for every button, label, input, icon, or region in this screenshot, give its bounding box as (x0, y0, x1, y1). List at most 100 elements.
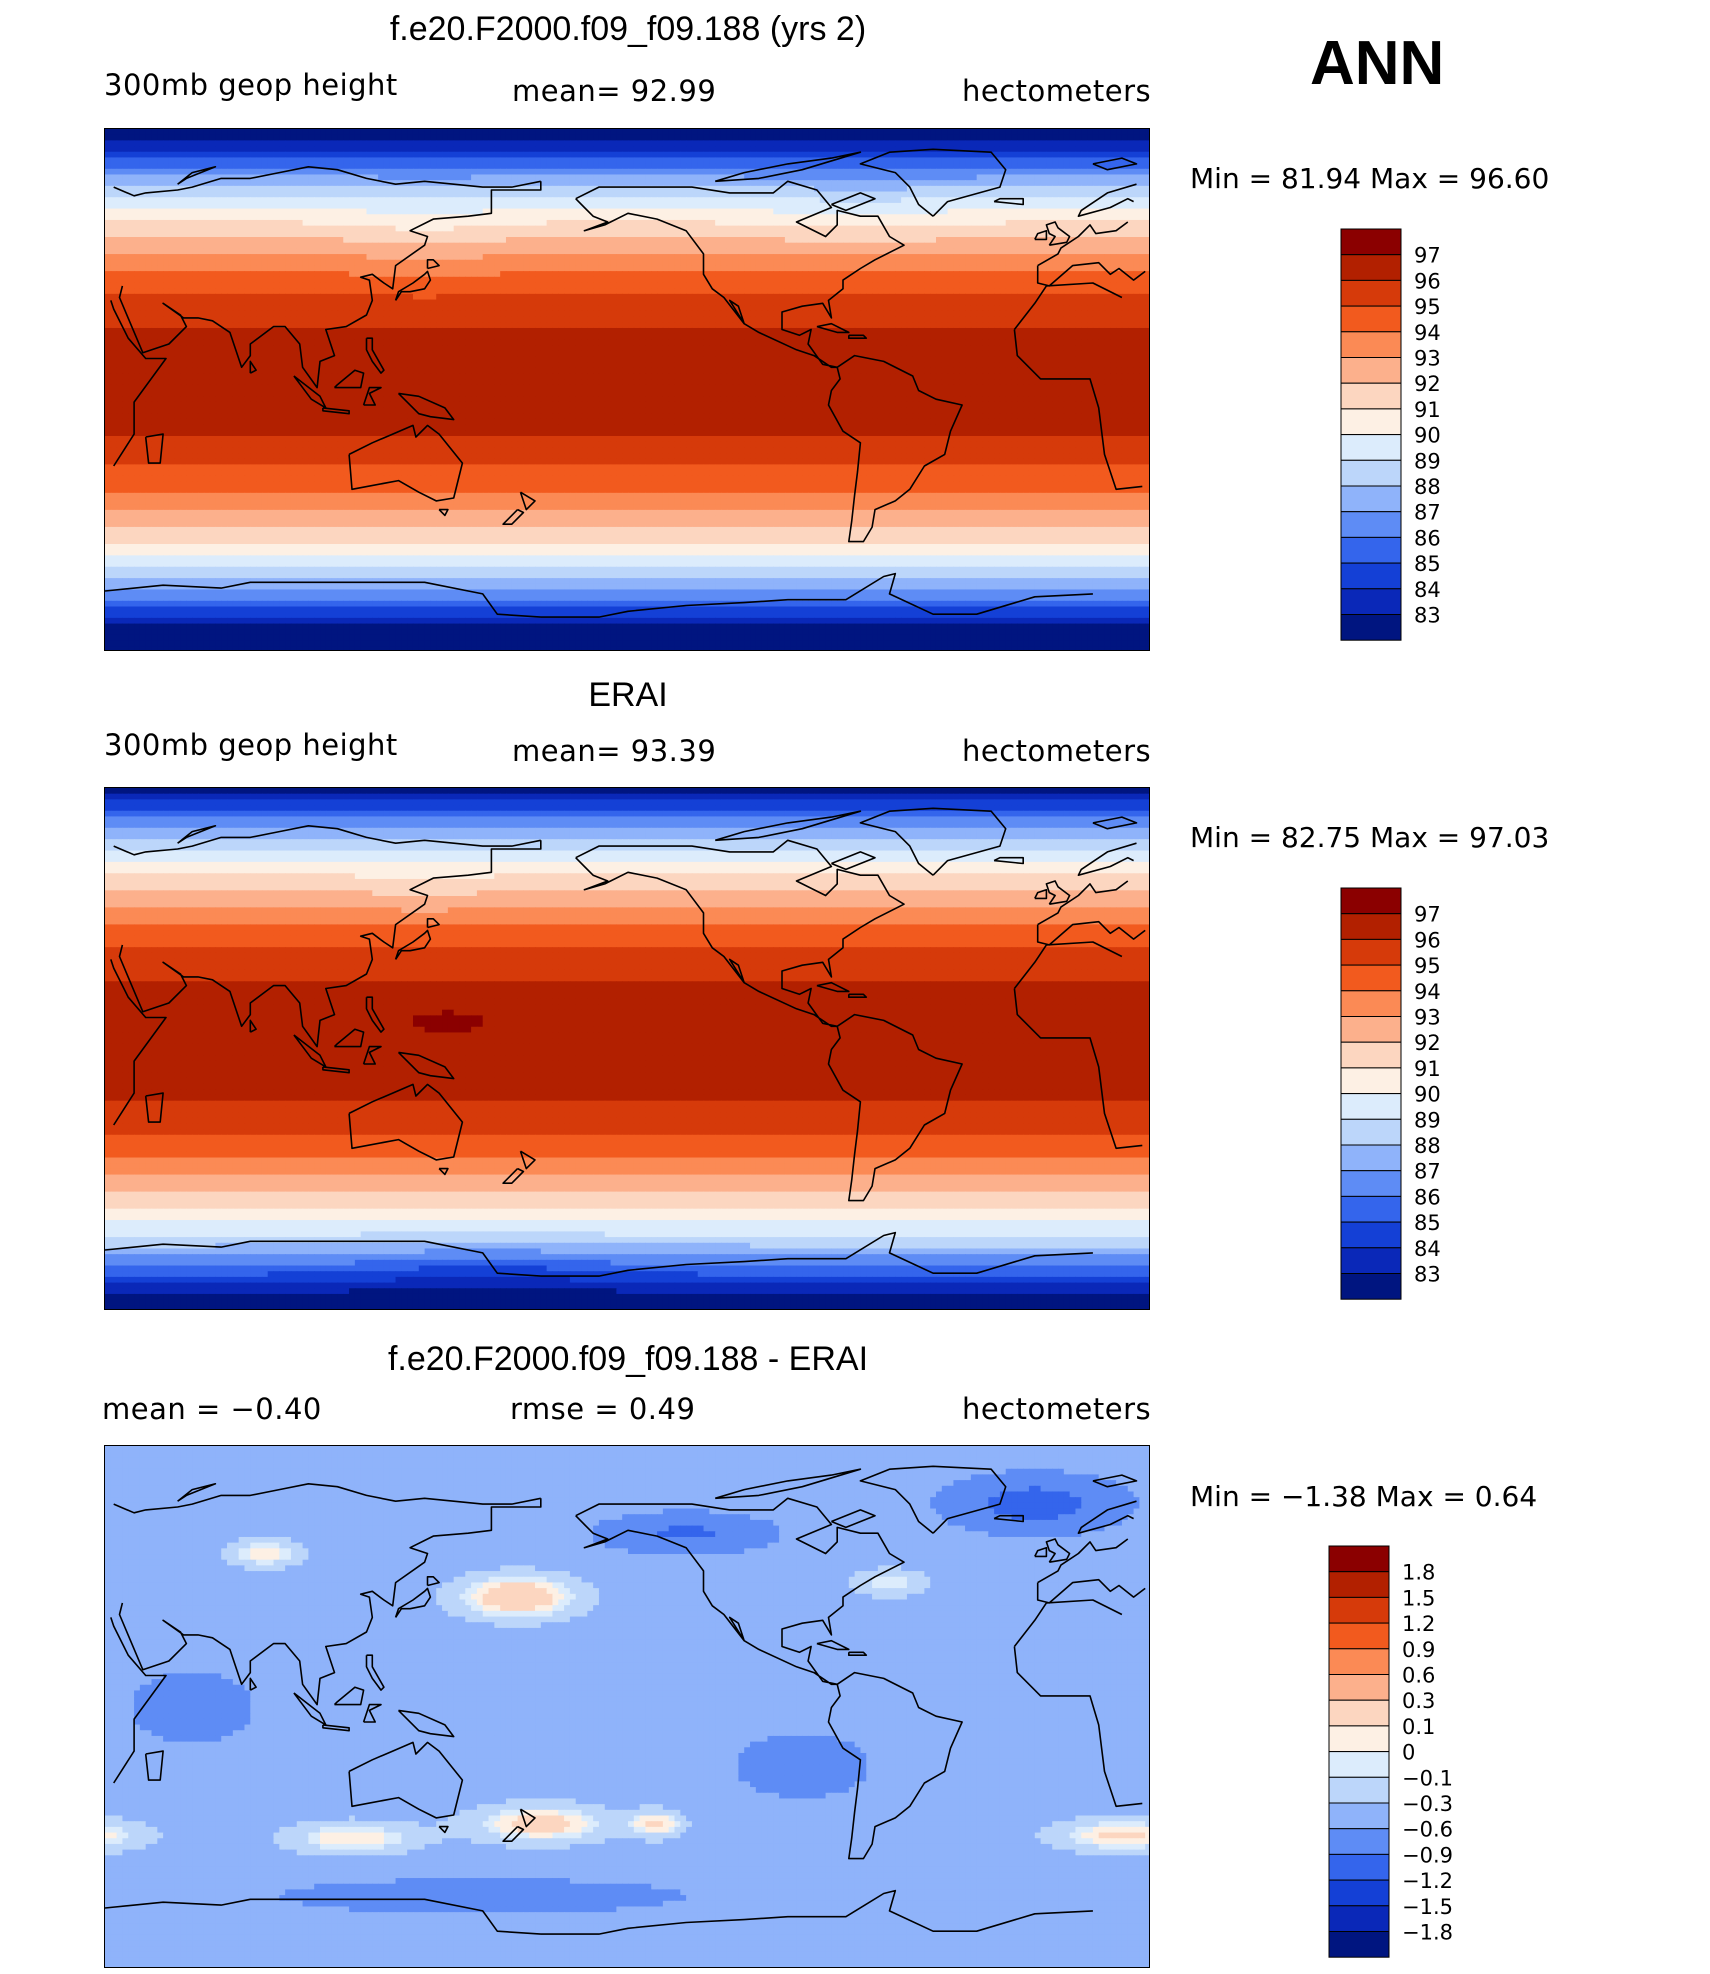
panel-2-minmax: Min = 82.75 Max = 97.03 (1190, 821, 1549, 854)
coastline (333, 1686, 365, 1706)
panel-3-title: f.e20.F2000.f09_f09.188 - ERAI (128, 1340, 1128, 1379)
contour-fill (105, 1446, 1149, 1967)
coastline (859, 807, 1007, 876)
coastline (397, 1051, 455, 1080)
coastline (249, 1677, 257, 1691)
colorbar-swatch (1328, 1751, 1390, 1778)
panel-1-title: f.e20.F2000.f09_f09.188 (yrs 2) (128, 10, 1128, 49)
coastline (397, 392, 455, 421)
colorbar-tick-label: 97 (1414, 903, 1441, 927)
panel-2-map (104, 787, 1150, 1310)
panel-3-colorbar: 1.8 1.5 1.2 0.9 0.6 0.3 0.1 0 −0.1 −0.3 −0.6 −0.9 −1… (1328, 1545, 1458, 1965)
coastline (714, 151, 862, 183)
colorbar-tick-label: 88 (1414, 475, 1441, 499)
colorbar-tick-label: 0 (1402, 1741, 1415, 1765)
colorbar-tick-label: 88 (1414, 1134, 1441, 1158)
coastline (249, 360, 257, 374)
colorbar-tick-label: 1.5 (1402, 1586, 1435, 1610)
coastline (502, 1167, 525, 1184)
colorbar-swatch (1340, 938, 1402, 966)
colorbar-tick-label: 93 (1414, 1006, 1441, 1030)
coastline (993, 1514, 1024, 1523)
panel-2-title: ERAI (128, 676, 1128, 715)
colorbar-swatch (1328, 1648, 1390, 1676)
colorbar-swatch (1340, 254, 1402, 281)
coastline (438, 1825, 449, 1834)
colorbar-swatch (1340, 408, 1402, 436)
colorbar-tick-label: 90 (1414, 424, 1441, 448)
coastline (394, 929, 432, 960)
colorbar-swatch (1328, 1879, 1390, 1907)
panel-3-minmax: Min = −1.38 Max = 0.64 (1190, 1480, 1537, 1513)
colorbar-swatch (1340, 990, 1402, 1018)
panel-1-minmax: Min = 81.94 Max = 96.60 (1190, 162, 1549, 195)
colorbar-swatch (1340, 1067, 1402, 1095)
colorbar-tick-label: 95 (1414, 954, 1441, 978)
coastline (362, 386, 382, 406)
coastline (365, 996, 385, 1033)
coastline (118, 840, 1146, 1048)
colorbar-tick-label: 93 (1414, 347, 1441, 371)
colorbar-tick-label: 91 (1414, 1057, 1441, 1081)
coastline (322, 1066, 350, 1074)
panel-2-units-label: hectometers (962, 734, 1151, 768)
coastline (105, 572, 1093, 618)
coastline (827, 1013, 963, 1202)
panel-2-variable-label: 300mb geop height (104, 728, 398, 762)
coastline (105, 1231, 1093, 1277)
coastline (827, 1671, 963, 1860)
colorbar-tick-label: −0.9 (1402, 1843, 1453, 1867)
colorbar-tick-label: 83 (1414, 1263, 1441, 1287)
panel-1-variable-label: 300mb geop height (104, 68, 398, 102)
coastline (177, 1483, 217, 1502)
colorbar-tick-label: 96 (1414, 269, 1441, 293)
coastline (177, 166, 217, 185)
coastline (365, 1654, 385, 1691)
panel-3-mean-label: mean = −0.40 (102, 1392, 322, 1426)
colorbar-tick-label: 97 (1414, 244, 1441, 268)
coastline (348, 1083, 464, 1161)
coastline (249, 1019, 257, 1033)
panel-3-map (104, 1445, 1150, 1968)
coastline (1092, 816, 1138, 830)
colorbar-swatch (1340, 485, 1402, 513)
coastline (519, 491, 536, 511)
panel-1-colorbar: 97 96 95 94 93 92 91 90 89 88 87 86 85 84 83 (1340, 228, 1470, 648)
colorbar-tick-label: 90 (1414, 1083, 1441, 1107)
coastline (1092, 157, 1138, 171)
colorbar-swatch (1340, 887, 1402, 915)
colorbar-tick-label: 1.2 (1402, 1612, 1435, 1636)
colorbar-swatch (1328, 1853, 1390, 1881)
coastline (394, 270, 432, 301)
coastlines (105, 1465, 1146, 1935)
coastline (714, 810, 862, 842)
coastline (502, 508, 525, 525)
coastline (859, 148, 1007, 217)
coastline (438, 508, 449, 517)
coastline (362, 1045, 382, 1065)
panel-1-units-label: hectometers (962, 74, 1151, 108)
coastline (118, 1498, 1146, 1706)
coastline (1045, 880, 1071, 905)
coastline (118, 181, 1146, 389)
contour-fill (105, 788, 1149, 1309)
colorbar-swatch (1340, 228, 1402, 256)
coastline (348, 424, 464, 502)
colorbar-swatch (1340, 1221, 1402, 1249)
coastline (144, 1092, 164, 1123)
colorbar-swatch (1340, 434, 1402, 461)
coastlines (105, 807, 1146, 1277)
colorbar-swatch (1340, 588, 1402, 615)
colorbar-swatch (1340, 1247, 1402, 1274)
colorbar-swatch (1340, 1118, 1402, 1146)
coastline (322, 407, 350, 415)
coastline (859, 1465, 1007, 1534)
colorbar-swatch (1340, 459, 1402, 487)
panel-1-map (104, 128, 1150, 651)
coastline (426, 918, 440, 929)
panel-3-units-label: hectometers (962, 1392, 1151, 1426)
coastline (438, 1167, 449, 1176)
colorbar-swatch (1328, 1545, 1390, 1573)
colorbar-swatch (1340, 964, 1402, 992)
